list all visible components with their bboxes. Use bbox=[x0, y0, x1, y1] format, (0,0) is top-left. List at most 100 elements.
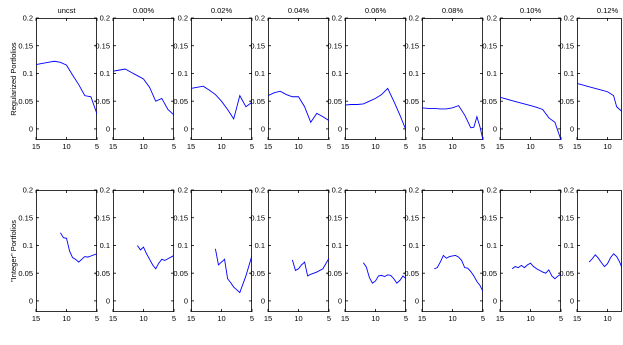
series-line bbox=[362, 262, 406, 284]
x-tick-label: 5 bbox=[481, 314, 485, 323]
x-tick-label: 15 bbox=[32, 142, 40, 151]
y-tick-label: 0.05 bbox=[327, 97, 342, 106]
y-tick-label: 0.15 bbox=[250, 41, 265, 50]
x-tick-label: 10 bbox=[139, 314, 147, 323]
series-line bbox=[434, 254, 483, 292]
x-tick-label: 15 bbox=[187, 314, 195, 323]
y-tick-label: 0.05 bbox=[173, 97, 188, 106]
y-tick-label: 0.2 bbox=[409, 186, 419, 195]
y-tick-label: 0.05 bbox=[173, 269, 188, 278]
y-tick-label: 0.1 bbox=[178, 241, 188, 250]
series-line bbox=[511, 262, 561, 280]
chart-panel-r0-c2: 0 0.05 0.1 0.15 0.2 15 10 5 0.02% bbox=[173, 6, 254, 151]
series-line bbox=[60, 232, 97, 263]
x-tick-label: 5 bbox=[95, 142, 99, 151]
x-tick-label: 10 bbox=[603, 314, 611, 323]
series-line bbox=[137, 245, 174, 270]
y-tick-label: 0.1 bbox=[332, 241, 342, 250]
y-tick-label: 0.2 bbox=[23, 186, 33, 195]
y-tick-label: 0.15 bbox=[559, 41, 574, 50]
x-tick-label: 5 bbox=[250, 142, 254, 151]
x-tick-label: 15 bbox=[573, 314, 581, 323]
x-tick-label: 10 bbox=[526, 142, 534, 151]
panel-title: uncst bbox=[58, 6, 77, 15]
y-tick-label: 0.1 bbox=[23, 69, 33, 78]
series-line bbox=[577, 83, 622, 113]
y-tick-label: 0.2 bbox=[100, 14, 110, 23]
series-line bbox=[36, 60, 97, 115]
y-tick-label: 0.15 bbox=[327, 41, 342, 50]
y-tick-label: 0.15 bbox=[559, 213, 574, 222]
x-tick-label: 15 bbox=[496, 314, 504, 323]
chart-panel-r1-c7: 0 0.05 0.1 0.15 0.2 15 10 bbox=[559, 186, 622, 323]
y-tick-label: 0.05 bbox=[95, 269, 110, 278]
chart-panel-r1-c4: 0 0.05 0.1 0.15 0.2 15 10 5 bbox=[327, 186, 408, 323]
panel-title: 0.08% bbox=[442, 6, 464, 15]
y-tick-label: 0.15 bbox=[482, 213, 497, 222]
y-tick-label: 0.1 bbox=[564, 241, 574, 250]
y-tick-label: 0.15 bbox=[482, 41, 497, 50]
y-tick-label: 0 bbox=[338, 125, 342, 134]
x-tick-label: 10 bbox=[526, 314, 534, 323]
panel-title: 0.10% bbox=[520, 6, 542, 15]
y-tick-label: 0.05 bbox=[559, 97, 574, 106]
y-tick-label: 0.2 bbox=[100, 186, 110, 195]
series-line bbox=[291, 257, 329, 277]
y-tick-label: 0 bbox=[493, 125, 497, 134]
chart-panel-r1-c6: 0 0.05 0.1 0.15 0.2 15 10 5 bbox=[482, 186, 563, 323]
y-tick-label: 0 bbox=[184, 125, 188, 134]
row-label-regularized: Regularized Portfolios bbox=[9, 42, 18, 116]
y-tick-label: 0 bbox=[261, 125, 265, 134]
y-tick-label: 0.1 bbox=[100, 69, 110, 78]
y-tick-label: 0.05 bbox=[18, 97, 33, 106]
axes-frame bbox=[268, 190, 329, 312]
series-line bbox=[345, 87, 406, 131]
x-tick-label: 5 bbox=[250, 314, 254, 323]
axes-frame bbox=[577, 18, 622, 140]
x-tick-label: 5 bbox=[327, 142, 331, 151]
x-tick-label: 15 bbox=[109, 142, 117, 151]
y-tick-label: 0.1 bbox=[178, 69, 188, 78]
x-tick-label: 10 bbox=[371, 314, 379, 323]
x-tick-label: 15 bbox=[264, 142, 272, 151]
y-tick-label: 0.1 bbox=[487, 69, 497, 78]
chart-panel-r0-c0: 0 0.05 0.1 0.15 0.2 15 10 5 uncst bbox=[18, 6, 99, 151]
x-tick-label: 15 bbox=[496, 142, 504, 151]
axes-frame bbox=[345, 18, 406, 140]
y-tick-label: 0 bbox=[106, 297, 110, 306]
y-tick-label: 0.15 bbox=[18, 213, 33, 222]
chart-panel-r0-c7: 0 0.05 0.1 0.15 0.2 15 10 0.12% bbox=[559, 6, 622, 151]
y-tick-label: 0.2 bbox=[255, 14, 265, 23]
series-line bbox=[588, 253, 622, 270]
y-tick-label: 0.1 bbox=[100, 241, 110, 250]
y-tick-label: 0.15 bbox=[95, 41, 110, 50]
series-line bbox=[500, 96, 561, 140]
y-tick-label: 0.2 bbox=[409, 14, 419, 23]
axes-frame bbox=[191, 190, 252, 312]
y-tick-label: 0.1 bbox=[487, 241, 497, 250]
x-tick-label: 5 bbox=[172, 314, 176, 323]
y-tick-label: 0 bbox=[415, 297, 419, 306]
y-tick-label: 0 bbox=[29, 297, 33, 306]
y-tick-label: 0.05 bbox=[404, 269, 419, 278]
x-tick-label: 5 bbox=[559, 142, 563, 151]
chart-panel-r0-c3: 0 0.05 0.1 0.15 0.2 15 10 5 0.04% bbox=[250, 6, 331, 151]
series-line bbox=[422, 105, 483, 140]
y-tick-label: 0.05 bbox=[559, 269, 574, 278]
y-tick-label: 0 bbox=[570, 297, 574, 306]
x-tick-label: 15 bbox=[109, 314, 117, 323]
x-tick-label: 15 bbox=[418, 142, 426, 151]
chart-panel-r1-c2: 0 0.05 0.1 0.15 0.2 15 10 5 bbox=[173, 186, 254, 323]
x-tick-label: 10 bbox=[139, 142, 147, 151]
y-tick-label: 0 bbox=[415, 125, 419, 134]
series-line bbox=[191, 85, 252, 121]
y-tick-label: 0.2 bbox=[487, 14, 497, 23]
y-tick-label: 0.15 bbox=[95, 213, 110, 222]
y-tick-label: 0.2 bbox=[564, 186, 574, 195]
y-tick-label: 0.1 bbox=[23, 241, 33, 250]
axes-frame bbox=[345, 190, 406, 312]
axes-frame bbox=[191, 18, 252, 140]
series-line bbox=[113, 68, 174, 116]
chart-panel-r1-c3: 0 0.05 0.1 0.15 0.2 15 10 5 bbox=[250, 186, 331, 323]
